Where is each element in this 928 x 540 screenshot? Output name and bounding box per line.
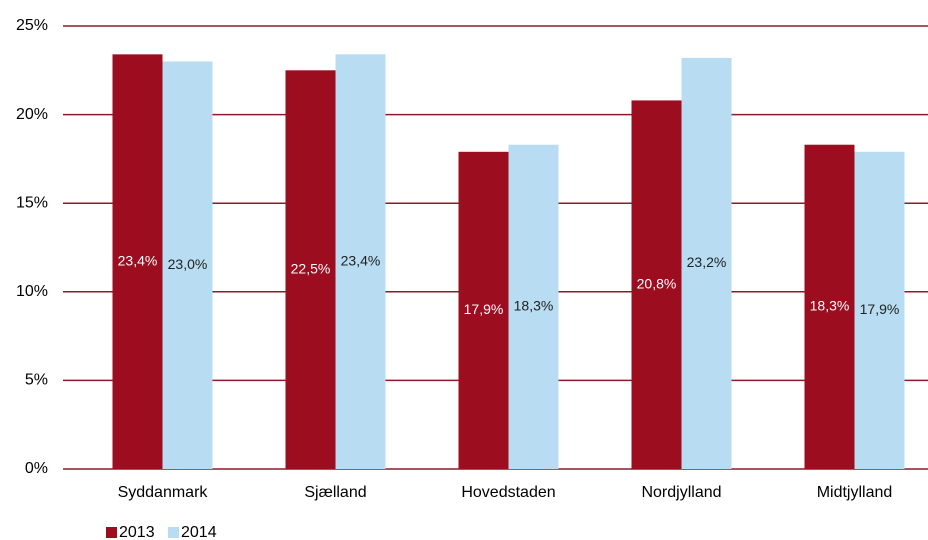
x-tick-label: Syddanmark [118,484,209,501]
data-label: 18,3% [514,298,554,314]
y-tick-label: 5% [25,372,48,389]
x-tick-label: Hovedstaden [461,484,555,501]
data-label: 22,5% [291,260,331,276]
y-tick-label: 0% [25,460,48,477]
bar [804,144,855,469]
data-label: 23,2% [687,254,727,270]
legend-label: 2013 [119,524,155,540]
legend-swatch [168,527,179,538]
bar [458,151,509,469]
y-tick-label: 25% [16,17,48,34]
bar [854,151,905,469]
bar [508,144,559,469]
data-label: 23,4% [341,252,381,268]
y-tick-label: 20% [16,106,48,123]
data-label: 18,3% [810,298,850,314]
x-tick-label: Nordjylland [641,484,721,501]
data-label: 17,9% [860,301,900,317]
data-label: 17,9% [464,301,504,317]
legend-swatch [106,527,117,538]
y-tick-label: 15% [16,194,48,211]
bar [681,57,732,470]
data-label: 23,0% [168,256,208,272]
legend-label: 2014 [181,524,217,540]
x-tick-label: Sjælland [304,484,366,501]
bar [285,70,336,470]
y-tick-label: 10% [16,283,48,300]
x-tick-label: Midtjylland [817,484,893,501]
bar [631,100,682,469]
data-label: 23,4% [118,252,158,268]
bar [162,61,213,469]
data-label: 20,8% [637,275,677,291]
bar [335,54,386,470]
bar [112,54,163,470]
